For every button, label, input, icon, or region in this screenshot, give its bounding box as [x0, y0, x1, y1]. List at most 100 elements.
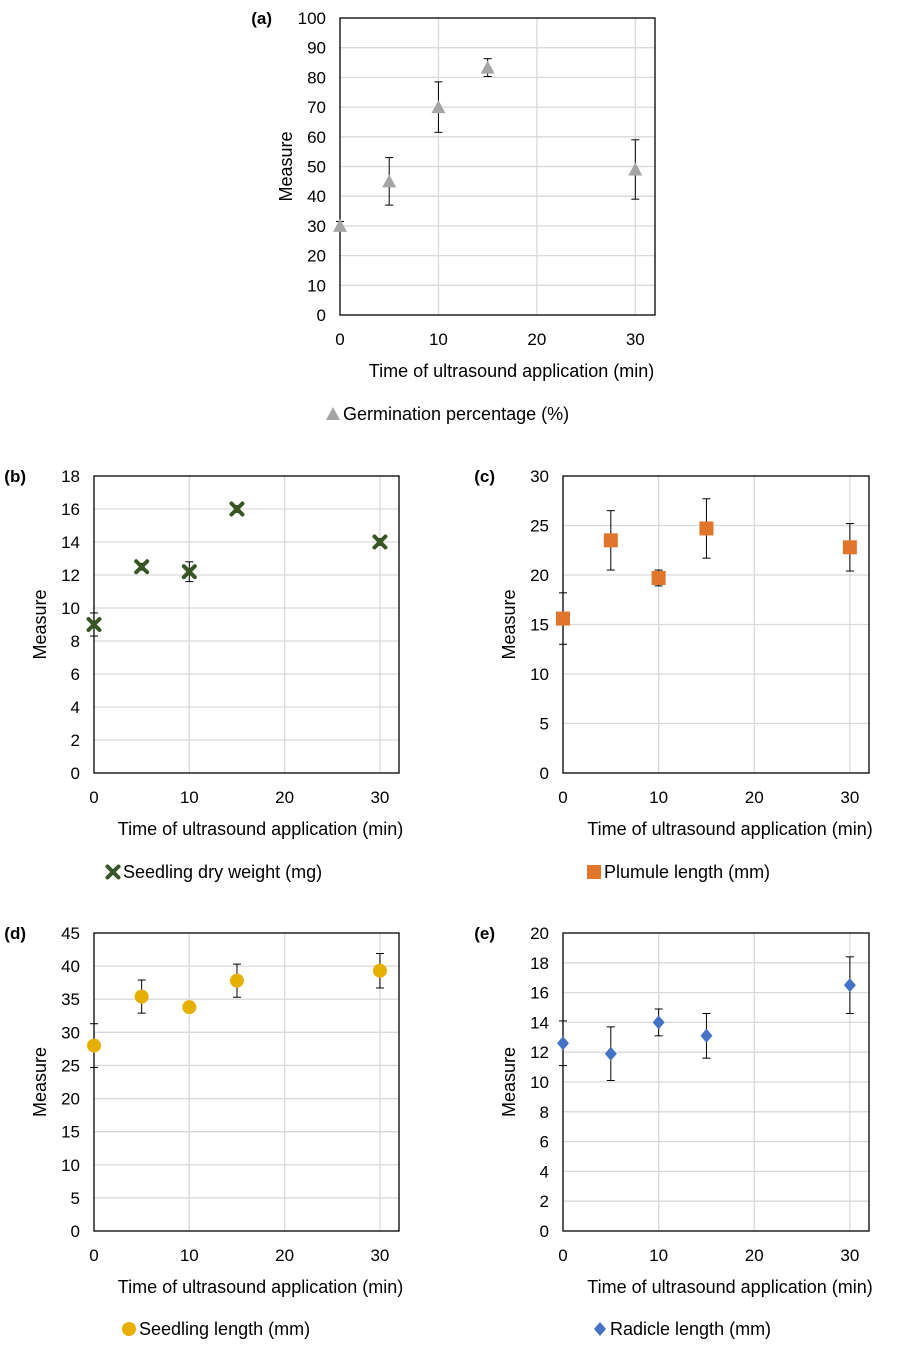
y-tick-label: 18 [61, 467, 80, 486]
x-tick-label: 10 [180, 1246, 199, 1265]
y-tick-label: 40 [307, 187, 326, 206]
y-tick-label: 20 [61, 1090, 80, 1109]
data-point [229, 973, 244, 988]
panel-label: (a) [251, 9, 272, 28]
y-tick-label: 2 [71, 731, 80, 750]
panel-label: (e) [474, 924, 495, 943]
y-tick-label: 8 [71, 632, 80, 651]
data-point [843, 978, 856, 993]
y-tick-label: 80 [307, 68, 326, 87]
y-tick-label: 5 [71, 1189, 80, 1208]
x-tick-label: 30 [370, 1246, 389, 1265]
x-tick-label: 10 [180, 788, 199, 807]
x-axis-title: Time of ultrasound application (min) [118, 1277, 403, 1297]
legend-label: Germination percentage (%) [343, 404, 569, 424]
x-tick-label: 0 [335, 330, 344, 349]
y-tick-label: 20 [530, 566, 549, 585]
x-tick-label: 20 [275, 1246, 294, 1265]
legend: Plumule length (mm) [587, 862, 770, 882]
data-point [431, 100, 446, 114]
x-tick-label: 0 [89, 1246, 98, 1265]
data-point [480, 60, 495, 74]
y-tick-label: 10 [530, 665, 549, 684]
x-axis-title: Time of ultrasound application (min) [369, 361, 654, 381]
data-point [134, 559, 150, 575]
y-tick-label: 0 [71, 1222, 80, 1241]
y-tick-label: 5 [540, 715, 549, 734]
y-tick-label: 10 [61, 599, 80, 618]
data-point [604, 1046, 617, 1061]
legend-label: Plumule length (mm) [604, 862, 770, 882]
y-tick-label: 16 [61, 500, 80, 519]
legend-marker [326, 407, 340, 420]
y-tick-label: 16 [530, 984, 549, 1003]
y-tick-label: 50 [307, 158, 326, 177]
y-tick-label: 70 [307, 98, 326, 117]
y-tick-label: 12 [530, 1043, 549, 1062]
legend-label: Seedling length (mm) [139, 1319, 310, 1339]
y-tick-label: 14 [530, 1013, 549, 1032]
x-tick-label: 0 [558, 788, 567, 807]
y-axis-title: Measure [499, 1047, 519, 1117]
y-axis-title: Measure [276, 131, 296, 201]
data-point [557, 1036, 569, 1051]
x-tick-label: 30 [840, 1246, 859, 1265]
x-tick-label: 10 [649, 788, 668, 807]
y-tick-label: 10 [61, 1156, 80, 1175]
legend: Seedling length (mm) [122, 1319, 310, 1339]
y-tick-label: 10 [307, 276, 326, 295]
data-point [651, 570, 666, 585]
x-tick-label: 20 [527, 330, 546, 349]
data-point [229, 501, 245, 517]
y-tick-label: 25 [530, 517, 549, 536]
y-tick-label: 2 [540, 1192, 549, 1211]
legend: Germination percentage (%) [326, 404, 569, 424]
y-tick-label: 30 [530, 467, 549, 486]
y-tick-label: 4 [540, 1162, 549, 1181]
x-tick-label: 30 [370, 788, 389, 807]
x-axis-title: Time of ultrasound application (min) [587, 1277, 872, 1297]
y-tick-label: 30 [61, 1023, 80, 1042]
y-tick-label: 0 [540, 764, 549, 783]
y-tick-label: 0 [71, 764, 80, 783]
y-tick-label: 6 [540, 1133, 549, 1152]
data-point [842, 540, 857, 555]
x-tick-label: 20 [275, 788, 294, 807]
data-point [382, 174, 397, 188]
data-point [333, 218, 347, 232]
y-tick-label: 0 [540, 1222, 549, 1241]
y-tick-label: 8 [540, 1103, 549, 1122]
legend-marker [587, 865, 601, 879]
data-point [181, 564, 197, 580]
x-axis-title: Time of ultrasound application (min) [587, 819, 872, 839]
y-tick-label: 100 [298, 9, 326, 28]
y-axis-title: Measure [30, 589, 50, 659]
data-point [372, 963, 387, 978]
y-tick-label: 6 [71, 665, 80, 684]
x-tick-label: 10 [429, 330, 448, 349]
data-point [603, 533, 618, 548]
data-point [372, 534, 388, 550]
x-tick-label: 10 [649, 1246, 668, 1265]
y-tick-label: 60 [307, 128, 326, 147]
y-axis-title: Measure [499, 589, 519, 659]
y-tick-label: 15 [530, 616, 549, 635]
data-point [182, 1000, 197, 1015]
y-tick-label: 14 [61, 533, 80, 552]
legend-label: Seedling dry weight (mg) [123, 862, 322, 882]
plot-frame [339, 17, 656, 316]
y-tick-label: 20 [307, 247, 326, 266]
panel-label: (b) [4, 467, 26, 486]
data-point [699, 521, 714, 536]
y-tick-label: 40 [61, 957, 80, 976]
data-point [86, 617, 102, 632]
data-point [628, 162, 643, 176]
y-tick-label: 30 [307, 217, 326, 236]
y-tick-label: 15 [61, 1123, 80, 1142]
y-tick-label: 0 [317, 306, 326, 325]
x-tick-label: 30 [840, 788, 859, 807]
